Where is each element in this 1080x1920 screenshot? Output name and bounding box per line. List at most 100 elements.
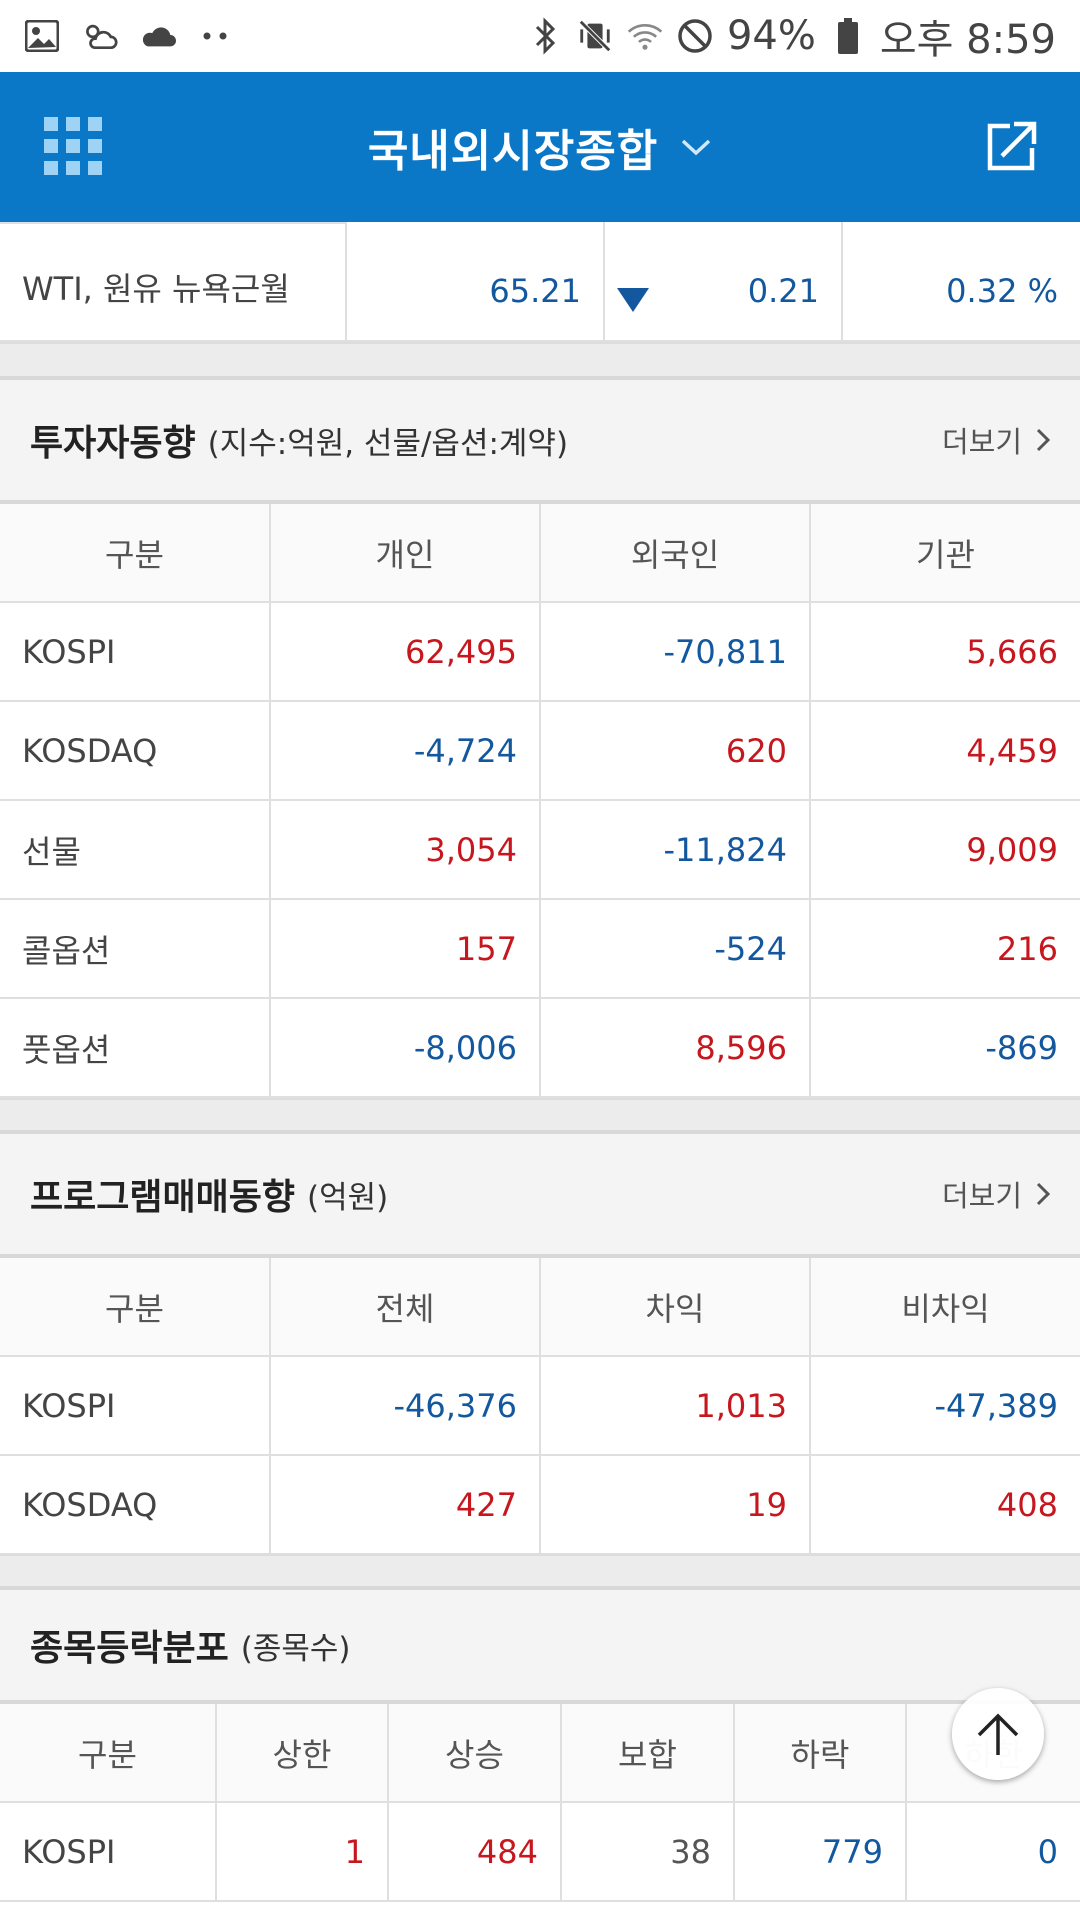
wti-row: WTI, 원유 뉴욕근월 65.21 0.21 0.32 %	[0, 222, 1080, 342]
section-divider	[0, 342, 1080, 380]
down-triangle-icon	[617, 288, 649, 312]
table-header-row: 구분 상한 상승 보합 하락 하한	[0, 1704, 1080, 1803]
program-more-link[interactable]: 더보기	[942, 1173, 1050, 1215]
share-icon[interactable]	[984, 118, 1040, 174]
row-label: 선물	[0, 800, 271, 900]
table-row: 풋옵션 -8,006 8,596 -869	[0, 998, 1080, 1098]
investor-title: 투자자동향	[30, 423, 196, 464]
wti-change-value: 0.21	[747, 272, 819, 310]
cell-value: -46,376	[270, 1356, 541, 1456]
more-label: 더보기	[941, 425, 1022, 459]
cell-value: 484	[388, 1802, 562, 1902]
cell-value: 38	[561, 1802, 735, 1902]
column-header: 구분	[0, 1704, 217, 1803]
scroll-to-top-button[interactable]	[952, 1688, 1044, 1780]
cell-value: 5,666	[810, 602, 1080, 702]
program-title: 프로그램매매동향	[30, 1177, 295, 1218]
distribution-title: 종목등락분포	[30, 1628, 229, 1669]
more-notifications-icon	[198, 18, 234, 54]
column-header: 전체	[270, 1258, 541, 1357]
app-header: 국내외시장종합	[0, 72, 1080, 222]
cell-value: 216	[810, 899, 1080, 999]
cell-value: -70,811	[540, 602, 811, 702]
cell-value: 620	[540, 701, 811, 801]
wti-change-pct: 0.32 %	[946, 272, 1058, 310]
table-row: 콜옵션 157 -524 216	[0, 899, 1080, 999]
column-header: 개인	[270, 504, 541, 603]
battery-percent: 94%	[726, 13, 816, 59]
column-header: 비차익	[810, 1258, 1080, 1357]
cell-value: 19	[540, 1455, 811, 1555]
wti-price: 65.21	[347, 222, 605, 342]
distribution-subtitle: (종목수)	[240, 1630, 351, 1667]
cell-value: 62,495	[270, 602, 541, 702]
table-header-row: 구분 개인 외국인 기관	[0, 504, 1080, 603]
menu-grid-icon[interactable]	[44, 117, 102, 175]
section-divider	[0, 1554, 1080, 1590]
gallery-icon	[24, 18, 60, 54]
cell-value: 427	[270, 1455, 541, 1555]
cell-value: -869	[810, 998, 1080, 1098]
more-label: 더보기	[941, 1179, 1022, 1213]
clock: 오후 8:59	[879, 17, 1056, 63]
column-header: 차익	[540, 1258, 811, 1357]
row-label: KOSDAQ	[0, 1455, 271, 1555]
program-table: 구분 전체 차익 비차익 KOSPI -46,376 1,013 -47,389…	[0, 1258, 1080, 1555]
row-label: KOSPI	[0, 1356, 271, 1456]
page-title-dropdown[interactable]: 국내외시장종합	[368, 115, 712, 179]
chevron-down-icon	[682, 139, 711, 156]
column-header: 하락	[734, 1704, 907, 1803]
table-header-row: 구분 전체 차익 비차익	[0, 1258, 1080, 1357]
cell-value: -11,824	[540, 800, 811, 900]
investor-subtitle: (지수:억원, 선물/옵션:계약)	[207, 425, 569, 462]
page-title: 국내외시장종합	[367, 126, 659, 177]
row-label: 콜옵션	[0, 899, 271, 999]
weather-icon	[82, 18, 118, 54]
column-header: 상승	[388, 1704, 562, 1803]
distribution-section-header: 종목등락분포 (종목수)	[0, 1590, 1080, 1700]
column-header: 기관	[810, 504, 1080, 603]
table-row: KOSPI 62,495 -70,811 5,666	[0, 602, 1080, 702]
cell-value: 157	[270, 899, 541, 999]
wifi-icon	[627, 18, 663, 54]
status-bar: 94% 오후 8:59	[0, 0, 1080, 72]
cell-value: -4,724	[270, 701, 541, 801]
cell-value: 8,596	[540, 998, 811, 1098]
column-header: 구분	[0, 1258, 271, 1357]
table-row: KOSPI 1 484 38 779 0	[0, 1802, 1080, 1902]
row-label: KOSDAQ	[0, 701, 271, 801]
cell-value: -524	[540, 899, 811, 999]
vibrate-mute-icon	[577, 18, 613, 54]
cell-value: 779	[734, 1802, 907, 1902]
arrow-up-icon	[977, 1713, 1019, 1755]
investor-table: 구분 개인 외국인 기관 KOSPI 62,495 -70,811 5,666 …	[0, 504, 1080, 1098]
table-row: KOSDAQ 427 19 408	[0, 1455, 1080, 1555]
row-label: 풋옵션	[0, 998, 271, 1098]
cell-value: 3,054	[270, 800, 541, 900]
row-label: KOSPI	[0, 1802, 217, 1902]
table-row: KOSDAQ -4,724 620 4,459	[0, 701, 1080, 801]
column-header: 상한	[216, 1704, 389, 1803]
distribution-table: 구분 상한 상승 보합 하락 하한 KOSPI 1 484 38 779 0	[0, 1704, 1080, 1902]
wti-name: WTI, 원유 뉴욕근월	[0, 222, 347, 342]
cell-value: 0	[906, 1802, 1080, 1902]
table-row: KOSPI -46,376 1,013 -47,389	[0, 1356, 1080, 1456]
do-not-disturb-icon	[677, 18, 713, 54]
column-header: 외국인	[540, 504, 811, 603]
cell-value: 1	[216, 1802, 389, 1902]
column-header: 구분	[0, 504, 271, 603]
cell-value: -8,006	[270, 998, 541, 1098]
cell-value: -47,389	[810, 1356, 1080, 1456]
wti-change: 0.21	[605, 222, 843, 342]
cell-value: 9,009	[810, 800, 1080, 900]
row-label: KOSPI	[0, 602, 271, 702]
table-row: 선물 3,054 -11,824 9,009	[0, 800, 1080, 900]
investor-section-header: 투자자동향 (지수:억원, 선물/옵션:계약) 더보기	[0, 380, 1080, 500]
investor-more-link[interactable]: 더보기	[942, 419, 1050, 461]
bluetooth-icon	[527, 17, 563, 55]
battery-icon	[830, 18, 866, 54]
chevron-right-icon	[1036, 1182, 1050, 1206]
program-section-header: 프로그램매매동향 (억원) 더보기	[0, 1134, 1080, 1254]
cell-value: 4,459	[810, 701, 1080, 801]
chevron-right-icon	[1036, 428, 1050, 452]
